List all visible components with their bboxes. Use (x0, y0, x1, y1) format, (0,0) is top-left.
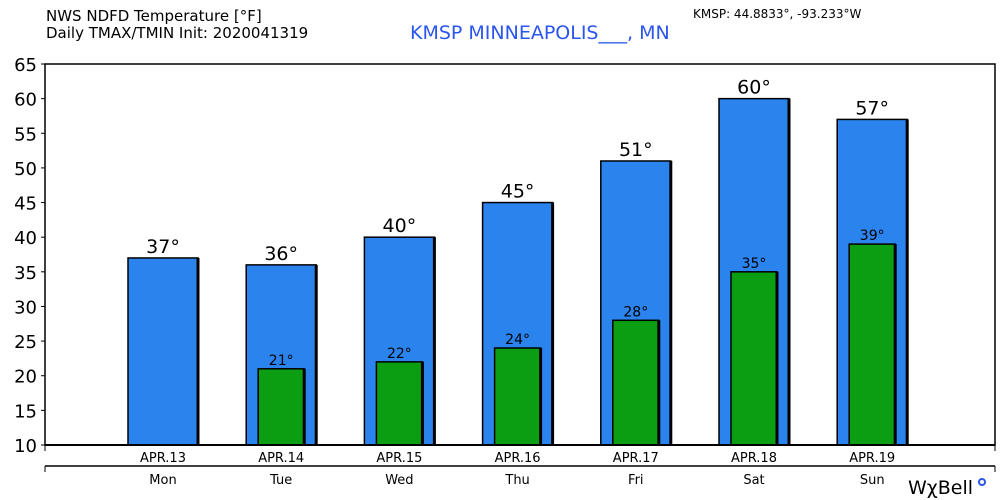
tmin-bar (612, 319, 660, 446)
day-label: Thu (504, 473, 529, 488)
day-label: Sun (860, 473, 885, 488)
y-tick-label: 20 (14, 367, 37, 388)
tmin-bar (848, 243, 896, 446)
date-label: APR.16 (495, 451, 541, 466)
y-tick-label: 30 (14, 297, 37, 318)
y-tick-label: 60 (14, 90, 37, 111)
date-label: APR.17 (613, 451, 659, 466)
day-label: Wed (385, 473, 413, 488)
tmax-label: 51° (619, 139, 653, 161)
y-tick-label: 25 (14, 332, 37, 353)
date-label: APR.18 (731, 451, 777, 466)
tmax-label: 57° (855, 97, 889, 119)
tmin-label: 22° (387, 346, 412, 362)
tmin-bar (730, 271, 778, 446)
tmin-label: 35° (742, 256, 767, 272)
day-label: Tue (269, 473, 292, 488)
y-tick-label: 40 (14, 228, 37, 249)
tmax-label: 40° (383, 215, 417, 237)
tmin-bar (257, 368, 305, 446)
tmax-label: 45° (501, 181, 535, 203)
date-label: APR.15 (376, 451, 422, 466)
day-label: Sat (743, 473, 764, 488)
title-line2: Daily TMAX/TMIN Init: 2020041319 (46, 24, 308, 42)
wxbell-logo: WχBell (908, 477, 973, 499)
date-label: APR.19 (849, 451, 895, 466)
y-tick-label: 50 (14, 159, 37, 180)
title-line1: NWS NDFD Temperature [°F] (46, 7, 262, 25)
y-tick-label: 45 (14, 194, 37, 215)
y-tick-label: 15 (14, 401, 37, 422)
date-label: APR.13 (140, 451, 186, 466)
y-tick-label: 10 (14, 436, 37, 457)
station-coords: KMSP: 44.8833°, -93.233°W (693, 7, 862, 21)
tmin-bar (375, 361, 424, 446)
y-tick-label: 35 (14, 263, 37, 284)
tmin-label: 28° (623, 304, 648, 320)
day-label: Mon (149, 473, 176, 488)
tmax-label: 60° (737, 77, 771, 99)
tmin-label: 21° (269, 353, 294, 369)
tmax-label: 37° (146, 236, 180, 258)
y-tick-label: 65 (14, 55, 37, 76)
tmin-label: 39° (860, 228, 885, 244)
station-name: KMSP MINNEAPOLIS___, MN (410, 22, 670, 44)
tmin-label: 24° (505, 332, 530, 348)
tmin-bar (493, 347, 542, 446)
y-tick-label: 55 (14, 124, 37, 145)
day-label: Fri (628, 473, 644, 488)
tmax-label: 36° (264, 243, 298, 265)
logo-dot-icon (978, 478, 986, 486)
date-label: APR.14 (258, 451, 304, 466)
tmax-bar (127, 257, 199, 446)
